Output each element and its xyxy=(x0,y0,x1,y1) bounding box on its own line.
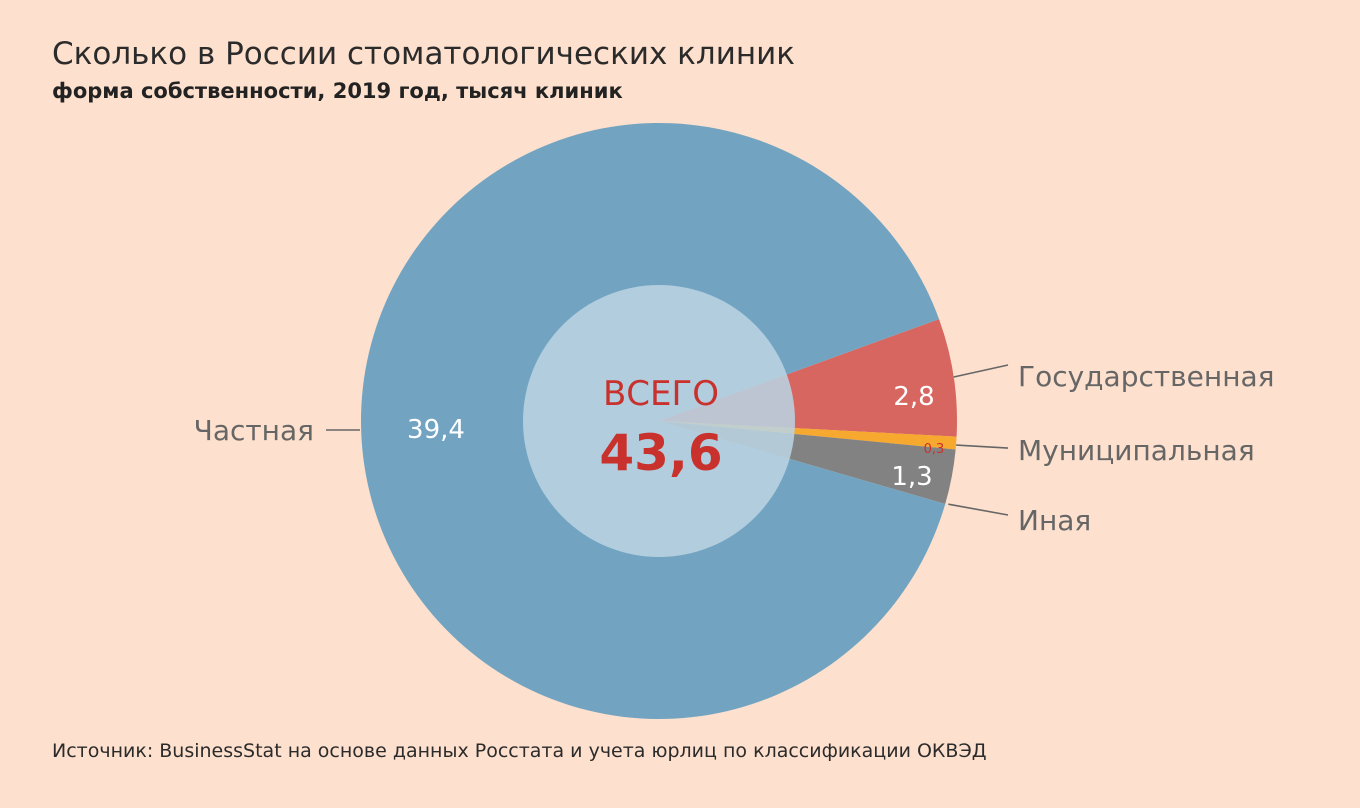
category-label-other: Иная xyxy=(1018,504,1091,537)
value-label-state: 2,8 xyxy=(893,382,934,412)
center-layer: ВСЕГО 43,6 xyxy=(523,285,795,557)
category-label-private: Частная xyxy=(194,414,314,447)
leader-line-state xyxy=(953,364,1009,378)
leader-line-municipal xyxy=(956,444,1009,449)
chart-title: Сколько в России стоматологических клини… xyxy=(52,36,795,72)
source-note: Источник: BusinessStat на основе данных … xyxy=(52,740,987,762)
value-label-municipal: 0,3 xyxy=(924,442,945,457)
center-circle xyxy=(523,285,795,557)
category-label-municipal: Муниципальная xyxy=(1018,434,1255,467)
chart-subtitle: форма собственности, 2019 год, тысяч кли… xyxy=(52,79,623,103)
leader-line-other xyxy=(948,503,1009,516)
value-label-private: 39,4 xyxy=(407,415,465,445)
category-label-state: Государственная xyxy=(1018,360,1275,393)
labels-layer: Государственная 2,8 Муниципальная 0,3 Иная 1,… xyxy=(194,360,1275,537)
value-label-other: 1,3 xyxy=(891,462,932,492)
leader-lines xyxy=(326,364,1009,516)
center-total: 43,6 xyxy=(599,424,722,482)
center-label: ВСЕГО xyxy=(603,374,719,414)
